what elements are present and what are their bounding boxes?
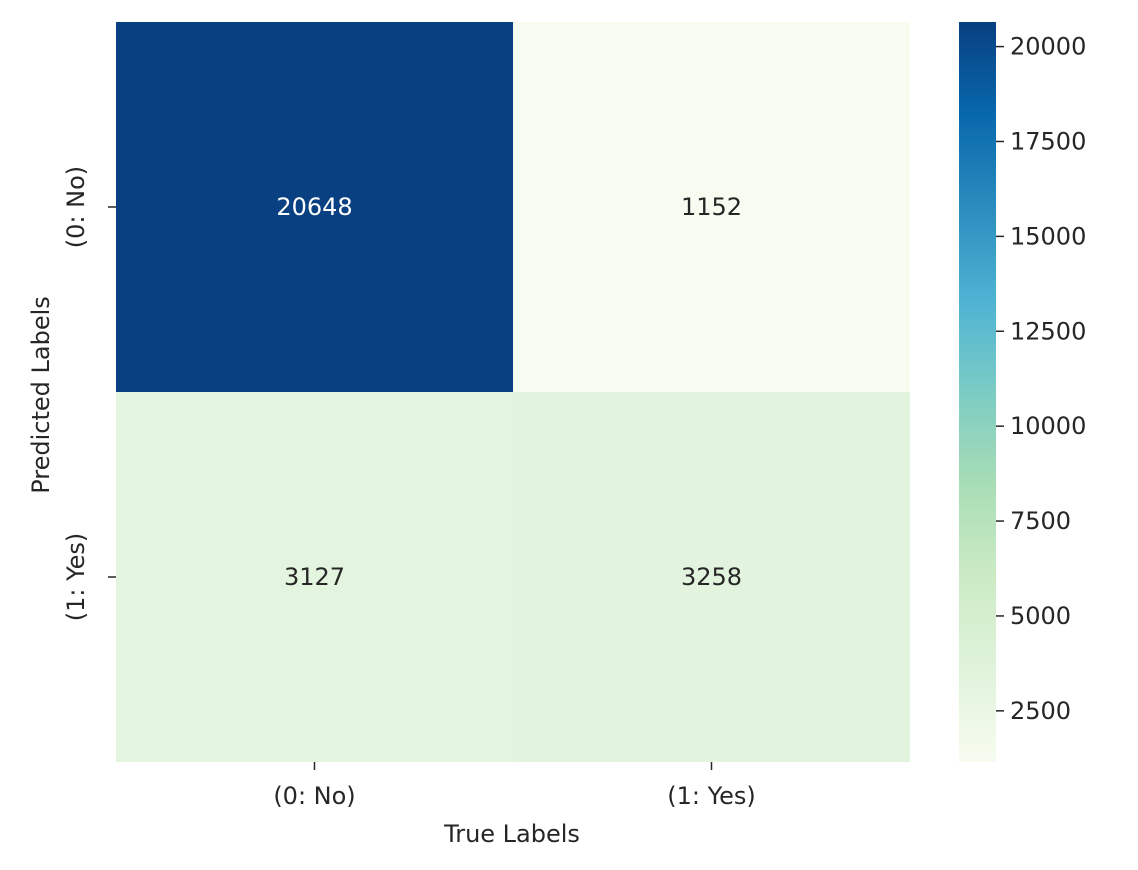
cell-value-label: 1152 — [681, 193, 742, 221]
y-axis: (0: No) (1: Yes) — [62, 166, 116, 621]
colorbar-tick-label: 2500 — [1010, 697, 1071, 725]
colorbar-tick-label: 20000 — [1010, 33, 1086, 61]
colorbar-tick-label: 12500 — [1010, 317, 1086, 345]
colorbar-tick-label: 7500 — [1010, 507, 1071, 535]
heatmap-cell-annotations: 20648 1152 3127 3258 — [276, 193, 742, 591]
heatmap-cell-r0-c1 — [513, 22, 910, 392]
heatmap-cell-r1-c1 — [513, 392, 910, 762]
x-axis-label: True Labels — [443, 820, 580, 848]
cell-value-label: 3127 — [284, 563, 345, 591]
x-tick-label: (0: No) — [273, 782, 355, 810]
y-tick-label: (0: No) — [62, 166, 90, 248]
x-axis: (0: No) (1: Yes) — [273, 762, 756, 810]
cell-value-label: 3258 — [681, 563, 742, 591]
y-tick-label: (1: Yes) — [62, 533, 90, 621]
colorbar-tick-label: 15000 — [1010, 222, 1086, 250]
heatmap-cell-r0-c0 — [116, 22, 513, 392]
cell-value-label: 20648 — [276, 193, 352, 221]
heatmap-cell-r1-c0 — [116, 392, 513, 762]
x-tick-label: (1: Yes) — [667, 782, 755, 810]
heatmap-cells — [116, 22, 910, 762]
colorbar-ticks: 2500 5000 7500 10000 12500 15000 17500 20000 — [996, 33, 1086, 725]
y-axis-label: Predicted Labels — [27, 296, 55, 494]
colorbar — [959, 22, 996, 762]
colorbar-tick-label: 10000 — [1010, 412, 1086, 440]
colorbar-tick-label: 17500 — [1010, 127, 1086, 155]
colorbar-tick-label: 5000 — [1010, 602, 1071, 630]
